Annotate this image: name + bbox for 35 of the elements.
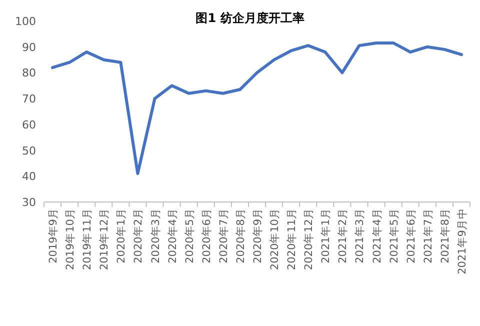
y-tick-label: 50 bbox=[22, 144, 36, 158]
x-tick-label: 2020年7月 bbox=[218, 208, 230, 264]
x-tick-label: 2020年12月 bbox=[303, 208, 316, 270]
x-tick-label: 2020年2月 bbox=[132, 208, 145, 264]
y-tick-label: 40 bbox=[22, 170, 36, 184]
y-tick-label: 80 bbox=[22, 66, 36, 80]
y-tick-label: 30 bbox=[22, 196, 36, 209]
x-tick-label: 2021年5月 bbox=[388, 208, 400, 264]
x-tick-label: 2021年8月 bbox=[439, 208, 452, 264]
x-tick-label: 2019年12月 bbox=[98, 208, 111, 270]
chart-title: 图1 纺企月度开工率 bbox=[196, 11, 304, 25]
x-tick-label: 2021年7月 bbox=[422, 208, 434, 264]
x-tick-label: 2020年8月 bbox=[234, 208, 247, 264]
x-tick-label: 2020年1月 bbox=[116, 208, 128, 264]
x-tick-label: 2021年6月 bbox=[405, 208, 418, 264]
x-tick-label: 2020年6月 bbox=[200, 208, 213, 264]
y-tick-label: 90 bbox=[22, 40, 36, 54]
y-tick-label: 70 bbox=[22, 92, 36, 106]
x-tick-label: 2019年11月 bbox=[82, 208, 94, 270]
x-tick-label: 2021年9月中 bbox=[455, 208, 468, 274]
x-tick-label: 2020年5月 bbox=[184, 208, 196, 264]
x-tick-label: 2020年10月 bbox=[269, 208, 282, 270]
x-tick-label: 2021年4月 bbox=[371, 208, 384, 264]
y-tick-label: 60 bbox=[22, 118, 36, 132]
x-tick-label: 2019年9月 bbox=[48, 208, 60, 264]
x-tick-label: 2020年3月 bbox=[150, 208, 162, 264]
x-tick-label: 2021年3月 bbox=[354, 208, 366, 264]
line-series bbox=[51, 41, 463, 176]
x-tick-label: 2021年2月 bbox=[337, 208, 350, 264]
x-tick-label: 2020年9月 bbox=[252, 208, 264, 264]
x-tick-label: 2020年11月 bbox=[286, 208, 298, 270]
y-tick-label: 100 bbox=[15, 15, 36, 28]
x-tick-label: 2021年1月 bbox=[320, 208, 332, 264]
x-tick-label: 2019年10月 bbox=[64, 208, 77, 270]
x-tick-label: 2020年4月 bbox=[166, 208, 179, 264]
